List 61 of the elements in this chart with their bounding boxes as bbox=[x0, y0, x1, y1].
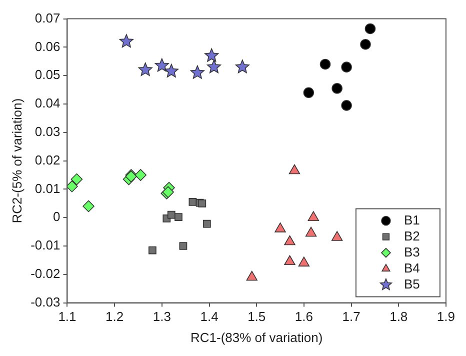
point bbox=[246, 270, 258, 281]
y-tick-label: -0.02 bbox=[30, 266, 60, 281]
point bbox=[308, 211, 320, 221]
point bbox=[82, 200, 94, 212]
x-tick-label: 1.8 bbox=[390, 309, 408, 324]
legend-label: B4 bbox=[404, 260, 420, 276]
point bbox=[274, 222, 286, 232]
y-tick-label: 0.06 bbox=[34, 38, 60, 54]
x-tick-label: 1.4 bbox=[200, 309, 218, 324]
y-tick-label: 0.01 bbox=[34, 180, 60, 196]
point bbox=[360, 38, 371, 50]
point bbox=[204, 48, 219, 62]
y-tick-label: 0.04 bbox=[34, 96, 60, 111]
x-tick-label: 1.7 bbox=[342, 309, 360, 324]
x-tick-label: 1.5 bbox=[248, 309, 266, 324]
y-tick-label: 0.05 bbox=[34, 67, 60, 82]
x-tick-label: 1.3 bbox=[152, 309, 171, 324]
point bbox=[305, 226, 317, 237]
point bbox=[206, 60, 222, 74]
point bbox=[202, 220, 211, 228]
point bbox=[284, 235, 296, 246]
point bbox=[332, 82, 342, 94]
point bbox=[70, 173, 83, 186]
point bbox=[341, 100, 352, 111]
x-tick-label: 1.6 bbox=[294, 309, 313, 324]
y-tick-label: 0.02 bbox=[34, 152, 60, 168]
point bbox=[288, 164, 300, 174]
point bbox=[235, 60, 250, 74]
point bbox=[188, 198, 197, 206]
point bbox=[164, 64, 178, 78]
point bbox=[298, 256, 310, 266]
y-tick-label: -0.03 bbox=[30, 294, 60, 310]
point bbox=[138, 62, 152, 76]
point bbox=[67, 180, 78, 192]
point bbox=[320, 58, 331, 70]
legend-label: B3 bbox=[404, 244, 420, 260]
point bbox=[303, 87, 314, 98]
legend-label: B1 bbox=[404, 212, 420, 228]
point bbox=[284, 255, 296, 266]
legend-label: B2 bbox=[404, 228, 420, 244]
point bbox=[119, 34, 134, 48]
y-tick-label: -0.01 bbox=[30, 238, 60, 253]
point bbox=[331, 231, 343, 241]
point bbox=[190, 65, 204, 79]
point bbox=[134, 169, 147, 181]
point bbox=[198, 199, 206, 208]
x-tick-label: 1.9 bbox=[436, 309, 456, 324]
point bbox=[154, 58, 169, 72]
y-tick-label: 0.03 bbox=[34, 124, 60, 139]
legend-label: B5 bbox=[404, 276, 420, 292]
point bbox=[364, 23, 376, 34]
x-tick-label: 1.2 bbox=[106, 309, 124, 324]
y-tick-label: 0.07 bbox=[34, 10, 60, 26]
y-axis-title: RC2-(5% of variation) bbox=[9, 98, 24, 224]
x-tick-label: 1.1 bbox=[58, 309, 76, 324]
x-axis-title: RC1-(83% of variation) bbox=[190, 330, 323, 345]
point bbox=[174, 213, 182, 221]
point bbox=[148, 246, 156, 254]
point bbox=[341, 62, 352, 72]
y-tick-label: 0 bbox=[52, 209, 60, 224]
point bbox=[179, 242, 188, 250]
